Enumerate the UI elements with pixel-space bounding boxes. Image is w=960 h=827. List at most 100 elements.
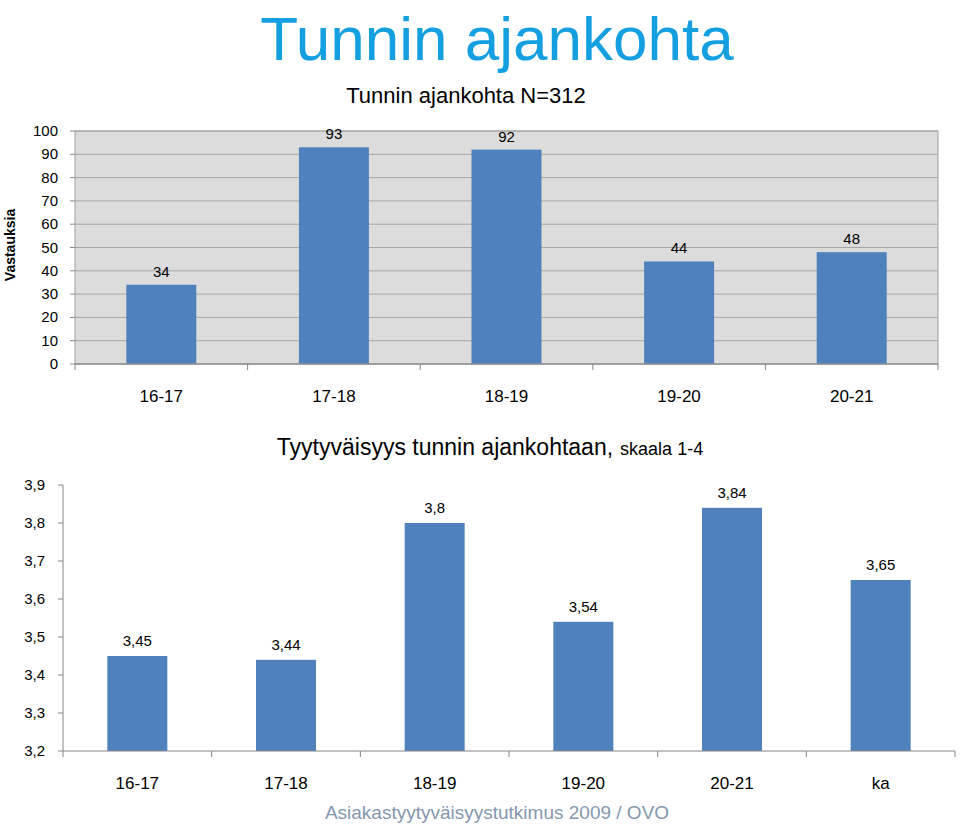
tick-label: 60 — [41, 215, 58, 232]
data-label: 34 — [153, 263, 170, 280]
tick-mark — [70, 294, 75, 295]
category-label: 18-19 — [413, 774, 456, 793]
tick-mark — [58, 637, 63, 638]
data-label: 44 — [671, 239, 688, 256]
tick-label: 90 — [41, 145, 58, 162]
page-title: Tunnin ajankohta — [260, 4, 734, 73]
tick-label: 30 — [41, 285, 58, 302]
category-separator — [806, 751, 807, 757]
category-label: 19-20 — [562, 774, 605, 793]
tick-mark — [58, 561, 63, 562]
tick-mark — [58, 523, 63, 524]
tick-mark — [70, 340, 75, 341]
tick-label: 0 — [50, 355, 58, 372]
tick-mark — [58, 751, 63, 752]
chart: 0 10 20 30 40 50 60 70 80 90 100 16-17 17-18 18-19 19-… — [2, 83, 938, 406]
category-separator — [592, 364, 593, 370]
y-axis-label: Vastauksia — [2, 209, 18, 282]
data-label: 3,45 — [123, 632, 152, 649]
tick-mark — [58, 675, 63, 676]
page: Tunnin ajankohta Asiakastyytyväisyystutki… — [0, 0, 960, 827]
data-label: 93 — [326, 125, 343, 142]
bars — [126, 147, 886, 364]
category-separator — [938, 364, 939, 370]
category-separator — [955, 751, 956, 757]
bar — [702, 508, 762, 751]
category-label: 20-21 — [710, 774, 753, 793]
bar — [553, 622, 613, 751]
plot-frame — [75, 131, 938, 364]
bars — [107, 508, 910, 751]
tick-label: 3,2 — [24, 742, 45, 759]
tick-mark — [70, 270, 75, 271]
tick-mark — [70, 200, 75, 201]
bar — [107, 656, 167, 751]
tick-label: 3,9 — [24, 476, 45, 493]
tick-label: 3,7 — [24, 552, 45, 569]
bar — [472, 150, 542, 364]
grid-line — [75, 364, 938, 365]
tick-label: 3,6 — [24, 590, 45, 607]
x-axis-line — [75, 364, 938, 365]
tick-label: 80 — [41, 169, 58, 186]
category-separator — [63, 751, 64, 757]
tick-label: 3,8 — [24, 514, 45, 531]
data-label: 3,8 — [424, 499, 445, 516]
tick-mark — [58, 485, 63, 486]
category-separator — [211, 751, 212, 757]
tick-mark — [70, 131, 75, 132]
category-separator — [75, 364, 76, 370]
title-text: Tyytyväisyys tunnin ajankohtaan, — [277, 434, 613, 460]
bar — [299, 147, 369, 364]
category-label: 17-18 — [264, 774, 307, 793]
category-separator — [657, 751, 658, 757]
plot-background — [75, 131, 938, 364]
tick-mark — [70, 154, 75, 155]
category-label: 16-17 — [116, 774, 159, 793]
bar — [256, 660, 316, 751]
data-label: 92 — [498, 128, 515, 145]
tick-mark — [70, 364, 75, 365]
tick-mark — [58, 713, 63, 714]
title-text: Tunnin ajankohta N=312 — [346, 83, 586, 108]
chart-title: Tunnin ajankohta N=312 — [346, 83, 586, 108]
tick-label: 50 — [41, 239, 58, 256]
tick-mark — [70, 224, 75, 225]
category-label: 16-17 — [140, 387, 183, 406]
tick-label: 40 — [41, 262, 58, 279]
tick-label: 70 — [41, 192, 58, 209]
data-label: 3,84 — [717, 484, 746, 501]
bar — [817, 252, 887, 364]
category-label: 17-18 — [312, 387, 355, 406]
category-separator — [765, 364, 766, 370]
tick-label: 100 — [33, 122, 58, 139]
category-label: 19-20 — [657, 387, 700, 406]
tick-label: 20 — [41, 308, 58, 325]
tick-label: 10 — [41, 332, 58, 349]
data-label: 3,65 — [866, 556, 895, 573]
category-label: ka — [872, 774, 891, 793]
tick-mark — [70, 177, 75, 178]
data-label: 48 — [843, 230, 860, 247]
tick-label: 3,4 — [24, 666, 45, 683]
category-separator — [247, 364, 248, 370]
tick-label: 3,5 — [24, 628, 45, 645]
bar — [126, 285, 196, 364]
category-separator — [420, 364, 421, 370]
y-axis-line — [63, 485, 64, 751]
category-label: 18-19 — [485, 387, 528, 406]
bar — [644, 261, 714, 364]
chart: 3,23,33,43,53,63,73,83,916-1717-1818-191… — [24, 434, 955, 793]
source: Asiakastyytyväisyystutkimus 2009 / OVO — [325, 802, 669, 823]
chart-title: Tyytyväisyys tunnin ajankohtaan, skaala 1… — [277, 434, 703, 460]
subtitle-text: skaala 1-4 — [620, 439, 703, 459]
bar — [851, 580, 911, 751]
category-separator — [509, 751, 510, 757]
bar — [405, 523, 465, 751]
data-label: 3,54 — [569, 598, 598, 615]
tick-mark — [58, 599, 63, 600]
category-separator — [360, 751, 361, 757]
data-label: 3,44 — [271, 636, 300, 653]
category-label: 20-21 — [830, 387, 873, 406]
tick-mark — [70, 317, 75, 318]
